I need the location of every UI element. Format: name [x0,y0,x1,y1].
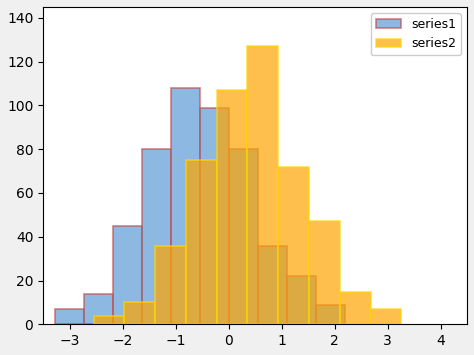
Bar [142,149,171,324]
Bar [84,294,113,324]
Bar [229,149,258,324]
Bar [186,160,217,324]
Bar [287,276,316,324]
Bar [217,90,247,324]
Bar [278,167,309,324]
Bar [247,47,278,324]
Bar [93,316,124,324]
Legend: series1, series2: series1, series2 [371,13,461,55]
Bar [316,305,345,324]
Bar [155,246,186,324]
Bar [200,108,229,324]
Bar [171,88,200,324]
Bar [258,246,287,324]
Bar [309,222,340,324]
Bar [113,226,142,324]
Bar [124,302,155,324]
Bar [55,309,84,324]
Bar [371,309,401,324]
Bar [340,291,371,324]
